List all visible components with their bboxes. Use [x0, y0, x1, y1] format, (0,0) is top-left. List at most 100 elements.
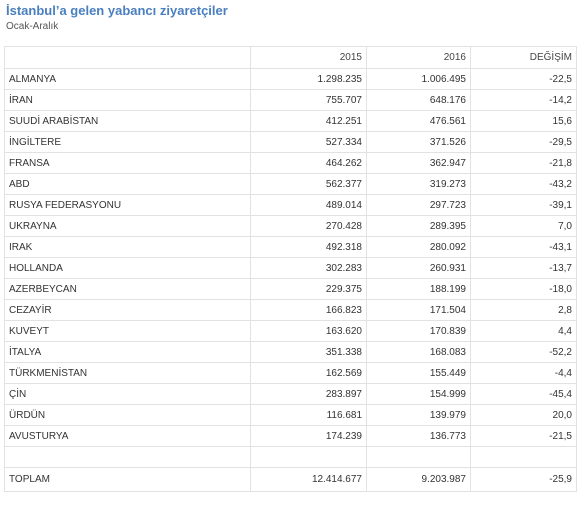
table-row: FRANSA 464.262 362.947 -21,8 [4, 152, 577, 174]
value-2016-cell: 319.273 [366, 173, 471, 195]
table-row: KUVEYT 163.620 170.839 4,4 [4, 320, 577, 342]
table-row: AVUSTURYA 174.239 136.773 -21,5 [4, 425, 577, 447]
empty-cell [470, 446, 577, 468]
change-cell: -4,4 [470, 362, 577, 384]
total-change-cell: -25,9 [470, 467, 577, 492]
total-label-cell: TOPLAM [4, 467, 251, 492]
empty-cell [250, 446, 367, 468]
change-cell: 7,0 [470, 215, 577, 237]
value-2015-cell: 489.014 [250, 194, 367, 216]
value-2015-cell: 492.318 [250, 236, 367, 258]
country-cell: HOLLANDA [4, 257, 251, 279]
value-2015-cell: 162.569 [250, 362, 367, 384]
value-2015-cell: 174.239 [250, 425, 367, 447]
change-cell: -39,1 [470, 194, 577, 216]
header-row: 2015 2016 DEĞİŞİM [4, 46, 577, 69]
value-2016-cell: 289.395 [366, 215, 471, 237]
value-2016-cell: 362.947 [366, 152, 471, 174]
country-cell: İTALYA [4, 341, 251, 363]
country-cell: İNGİLTERE [4, 131, 251, 153]
value-2015-cell: 412.251 [250, 110, 367, 132]
change-cell: 4,4 [470, 320, 577, 342]
table-row: ÇİN 283.897 154.999 -45,4 [4, 383, 577, 405]
table-row: İTALYA 351.338 168.083 -52,2 [4, 341, 577, 363]
table-row: ALMANYA 1.298.235 1.006.495 -22,5 [4, 68, 577, 90]
table-row: SUUDİ ARABİSTAN 412.251 476.561 15,6 [4, 110, 577, 132]
country-cell: ÜRDÜN [4, 404, 251, 426]
change-cell: -22,5 [470, 68, 577, 90]
change-cell: 15,6 [470, 110, 577, 132]
table-row: UKRAYNA 270.428 289.395 7,0 [4, 215, 577, 237]
value-2015-cell: 283.897 [250, 383, 367, 405]
spacer-row [4, 446, 577, 468]
value-2015-cell: 562.377 [250, 173, 367, 195]
country-cell: CEZAYİR [4, 299, 251, 321]
change-cell: -14,2 [470, 89, 577, 111]
change-cell: 2,8 [470, 299, 577, 321]
column-header-country [4, 46, 251, 69]
table-row: ABD 562.377 319.273 -43,2 [4, 173, 577, 195]
table-row: AZERBEYCAN 229.375 188.199 -18,0 [4, 278, 577, 300]
value-2016-cell: 139.979 [366, 404, 471, 426]
table-body: ALMANYA 1.298.235 1.006.495 -22,5 İRAN 755.70… [4, 68, 577, 492]
empty-cell [366, 446, 471, 468]
change-cell: 20,0 [470, 404, 577, 426]
country-cell: İRAN [4, 89, 251, 111]
total-2015-cell: 12.414.677 [250, 467, 367, 492]
column-header-2015: 2015 [250, 46, 367, 69]
country-cell: ALMANYA [4, 68, 251, 90]
country-cell: ÇİN [4, 383, 251, 405]
column-header-2016: 2016 [366, 46, 471, 69]
value-2015-cell: 755.707 [250, 89, 367, 111]
data-table: 2015 2016 DEĞİŞİM ALMANYA 1.298.235 1.006.… [4, 46, 577, 492]
table-row: HOLLANDA 302.283 260.931 -13,7 [4, 257, 577, 279]
country-cell: TÜRKMENİSTAN [4, 362, 251, 384]
value-2016-cell: 476.561 [366, 110, 471, 132]
value-2015-cell: 527.334 [250, 131, 367, 153]
value-2016-cell: 280.092 [366, 236, 471, 258]
change-cell: -45,4 [470, 383, 577, 405]
table-row: RUSYA FEDERASYONU 489.014 297.723 -39,1 [4, 194, 577, 216]
value-2015-cell: 351.338 [250, 341, 367, 363]
country-cell: IRAK [4, 236, 251, 258]
value-2016-cell: 297.723 [366, 194, 471, 216]
change-cell: -21,8 [470, 152, 577, 174]
value-2016-cell: 170.839 [366, 320, 471, 342]
table-row: İRAN 755.707 648.176 -14,2 [4, 89, 577, 111]
table-row: CEZAYİR 166.823 171.504 2,8 [4, 299, 577, 321]
value-2015-cell: 1.298.235 [250, 68, 367, 90]
table-row: ÜRDÜN 116.681 139.979 20,0 [4, 404, 577, 426]
value-2015-cell: 166.823 [250, 299, 367, 321]
value-2016-cell: 648.176 [366, 89, 471, 111]
column-header-change: DEĞİŞİM [470, 46, 577, 69]
value-2016-cell: 155.449 [366, 362, 471, 384]
country-cell: RUSYA FEDERASYONU [4, 194, 251, 216]
change-cell: -52,2 [470, 341, 577, 363]
total-row: TOPLAM 12.414.677 9.203.987 -25,9 [4, 467, 577, 492]
value-2016-cell: 136.773 [366, 425, 471, 447]
table-row: TÜRKMENİSTAN 162.569 155.449 -4,4 [4, 362, 577, 384]
chart-subtitle: Ocak-Aralık [6, 21, 59, 32]
country-cell: SUUDİ ARABİSTAN [4, 110, 251, 132]
value-2015-cell: 116.681 [250, 404, 367, 426]
country-cell: AZERBEYCAN [4, 278, 251, 300]
country-cell: KUVEYT [4, 320, 251, 342]
value-2016-cell: 171.504 [366, 299, 471, 321]
value-2016-cell: 1.006.495 [366, 68, 471, 90]
value-2016-cell: 168.083 [366, 341, 471, 363]
table-row: IRAK 492.318 280.092 -43,1 [4, 236, 577, 258]
country-cell: ABD [4, 173, 251, 195]
country-cell: AVUSTURYA [4, 425, 251, 447]
country-cell: UKRAYNA [4, 215, 251, 237]
chart-title: İstanbul’a gelen yabancı ziyaretçiler [6, 3, 228, 18]
value-2015-cell: 270.428 [250, 215, 367, 237]
table-row: İNGİLTERE 527.334 371.526 -29,5 [4, 131, 577, 153]
empty-cell [4, 446, 251, 468]
change-cell: -13,7 [470, 257, 577, 279]
change-cell: -18,0 [470, 278, 577, 300]
change-cell: -29,5 [470, 131, 577, 153]
value-2015-cell: 302.283 [250, 257, 367, 279]
value-2015-cell: 163.620 [250, 320, 367, 342]
total-2016-cell: 9.203.987 [366, 467, 471, 492]
